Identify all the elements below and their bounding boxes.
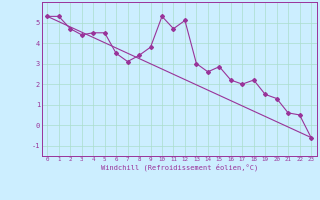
X-axis label: Windchill (Refroidissement éolien,°C): Windchill (Refroidissement éolien,°C): [100, 164, 258, 171]
